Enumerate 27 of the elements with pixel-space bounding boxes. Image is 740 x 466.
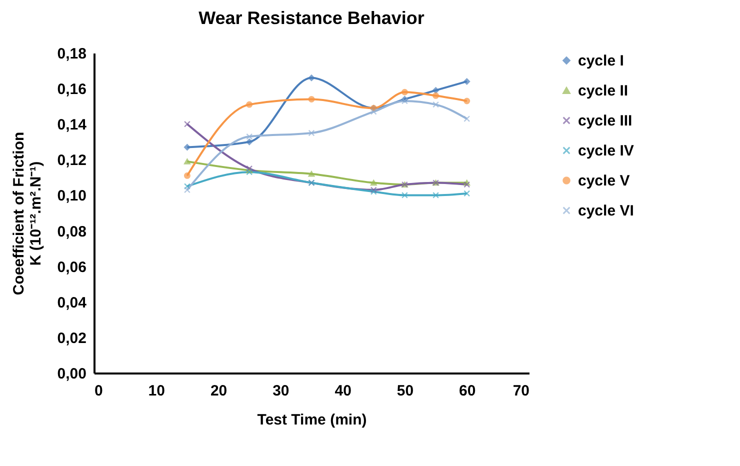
legend-label: cycle I <box>578 52 624 70</box>
legend-label: cycle II <box>578 82 628 100</box>
y-tick-label: 0,14 <box>57 116 88 134</box>
y-tick-label: 0,18 <box>57 46 86 62</box>
y-tick-label: 0,06 <box>57 258 86 276</box>
x-axis-title: Test Time (min) <box>257 412 367 428</box>
y-tick-label: 0,16 <box>57 81 86 98</box>
y-tick-label: 0,12 <box>57 152 86 170</box>
x-tick-label: 70 <box>512 382 530 400</box>
x-tick-label: 40 <box>334 382 352 400</box>
x-tick-label: 10 <box>148 382 165 400</box>
x-tick-label: 30 <box>272 382 290 400</box>
y-axis-title: Coeefficient of Friction K (10⁻¹².m².N⁻¹) <box>10 132 44 296</box>
x-tick-label: 50 <box>396 382 414 400</box>
legend-label: cycle VI <box>578 202 634 220</box>
y-tick-label: 0,00 <box>57 366 86 382</box>
y-tick-label: 0,08 <box>57 223 86 240</box>
y-tick-label: 0,04 <box>57 294 88 312</box>
y-tick-label: 0,02 <box>57 330 86 347</box>
legend-label: cycle IV <box>578 142 634 160</box>
legend-label: cycle III <box>578 112 632 130</box>
x-tick-label: 0 <box>94 382 103 400</box>
chart-title: Wear Resistance Behavior <box>198 8 424 28</box>
legend-label: cycle V <box>578 172 630 190</box>
x-tick-label: 60 <box>459 382 476 400</box>
x-tick-label: 20 <box>210 382 228 400</box>
y-tick-label: 0,10 <box>57 188 86 205</box>
